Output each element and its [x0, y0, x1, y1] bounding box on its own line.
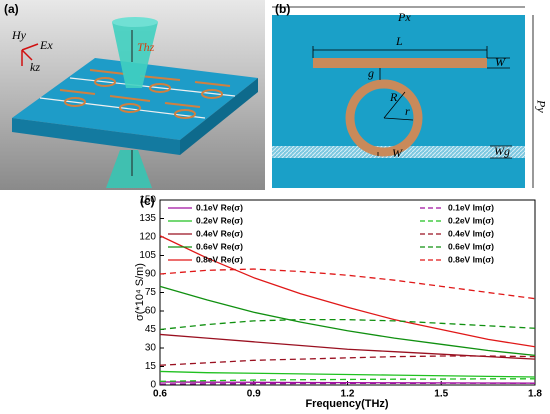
legend-label: 0.1eV Im(σ) [448, 202, 494, 212]
y-axis-label: σ(*10⁴ S/m) [134, 263, 146, 321]
cone-top [112, 17, 158, 27]
resonators [59, 69, 231, 119]
y-tick-label: 0 [150, 380, 156, 391]
panel-label: (b) [275, 2, 290, 16]
panel-label: (c) [140, 194, 155, 208]
y-tick-label: 15 [145, 361, 157, 372]
y-tick-label: 150 [139, 195, 156, 206]
panel-label: (a) [4, 2, 19, 16]
upper-cone [112, 22, 158, 88]
dimension-label: Px [397, 10, 411, 24]
field-label: Hy [11, 28, 27, 42]
legend-label: 0.4eV Re(σ) [196, 228, 243, 238]
legend-label: 0.4eV Im(σ) [448, 228, 494, 238]
y-tick-label: 105 [139, 250, 156, 261]
dimension-label: Wg [494, 144, 510, 158]
wave-label: kz [30, 60, 40, 74]
x-tick-label: 0.6 [153, 389, 167, 400]
field-label: Ex [39, 38, 53, 52]
dimension-label: R [389, 90, 398, 104]
series-line [159, 268, 536, 300]
panel-c: (c) Frequency(THz) σ(*10⁴ S/m) 0 15 30 45 60… [134, 194, 542, 410]
series-line [159, 355, 536, 366]
series-line [159, 382, 535, 385]
dimension-label: W [392, 146, 403, 160]
x-tick-label: 1.2 [341, 389, 355, 400]
legend-label: 0.8eV Re(σ) [196, 254, 243, 264]
y-tick-label: 120 [139, 232, 156, 243]
dimension-label: g [368, 66, 374, 80]
legend-label: 0.2eV Re(σ) [196, 215, 243, 225]
slab-side [180, 78, 258, 155]
series-line [159, 378, 535, 382]
dimension-label: L [395, 34, 403, 48]
y-tick-label: 90 [145, 269, 157, 280]
x-tick-label: 1.8 [528, 389, 542, 400]
dimension-label: W [495, 55, 506, 69]
y-tick-label: 135 [139, 213, 156, 224]
series-line [159, 370, 536, 378]
graphene-strips [39, 77, 236, 119]
unit-cell [272, 15, 525, 188]
beam-label: Thz [137, 40, 155, 54]
series-line [159, 235, 536, 348]
y-tick-label: 45 [145, 324, 157, 335]
metal-ring [345, 79, 423, 157]
series-line [159, 318, 536, 331]
series-line [159, 333, 536, 360]
panel-b: (b) Px Py L W g R r W Wg [272, 2, 548, 188]
legend-label: 0.6eV Im(σ) [448, 241, 494, 251]
slab-front [12, 118, 180, 155]
dimension-label: r [405, 104, 410, 118]
series-line [159, 285, 536, 357]
y-tick-label: 75 [145, 287, 157, 298]
dimension-lines [272, 6, 534, 188]
legend-label: 0.6eV Re(σ) [196, 241, 243, 251]
panel-a: (a) Hy Ex kz Thz [0, 0, 265, 190]
axes-arrows [21, 43, 39, 66]
x-axis-label: Frequency(THz) [305, 398, 388, 410]
y-tick-label: 30 [145, 343, 157, 354]
dimension-label: Py [534, 99, 548, 113]
series-line [159, 381, 536, 384]
legend-label: 0.1eV Re(σ) [196, 202, 243, 212]
y-tick-label: 60 [145, 306, 157, 317]
metal-strip [313, 58, 487, 68]
lower-cone [106, 150, 152, 188]
x-tick-label: 0.9 [247, 389, 261, 400]
legend-label: 0.2eV Im(σ) [448, 215, 494, 225]
legend-label: 0.8eV Im(σ) [448, 254, 494, 264]
x-tick-label: 1.5 [434, 389, 448, 400]
